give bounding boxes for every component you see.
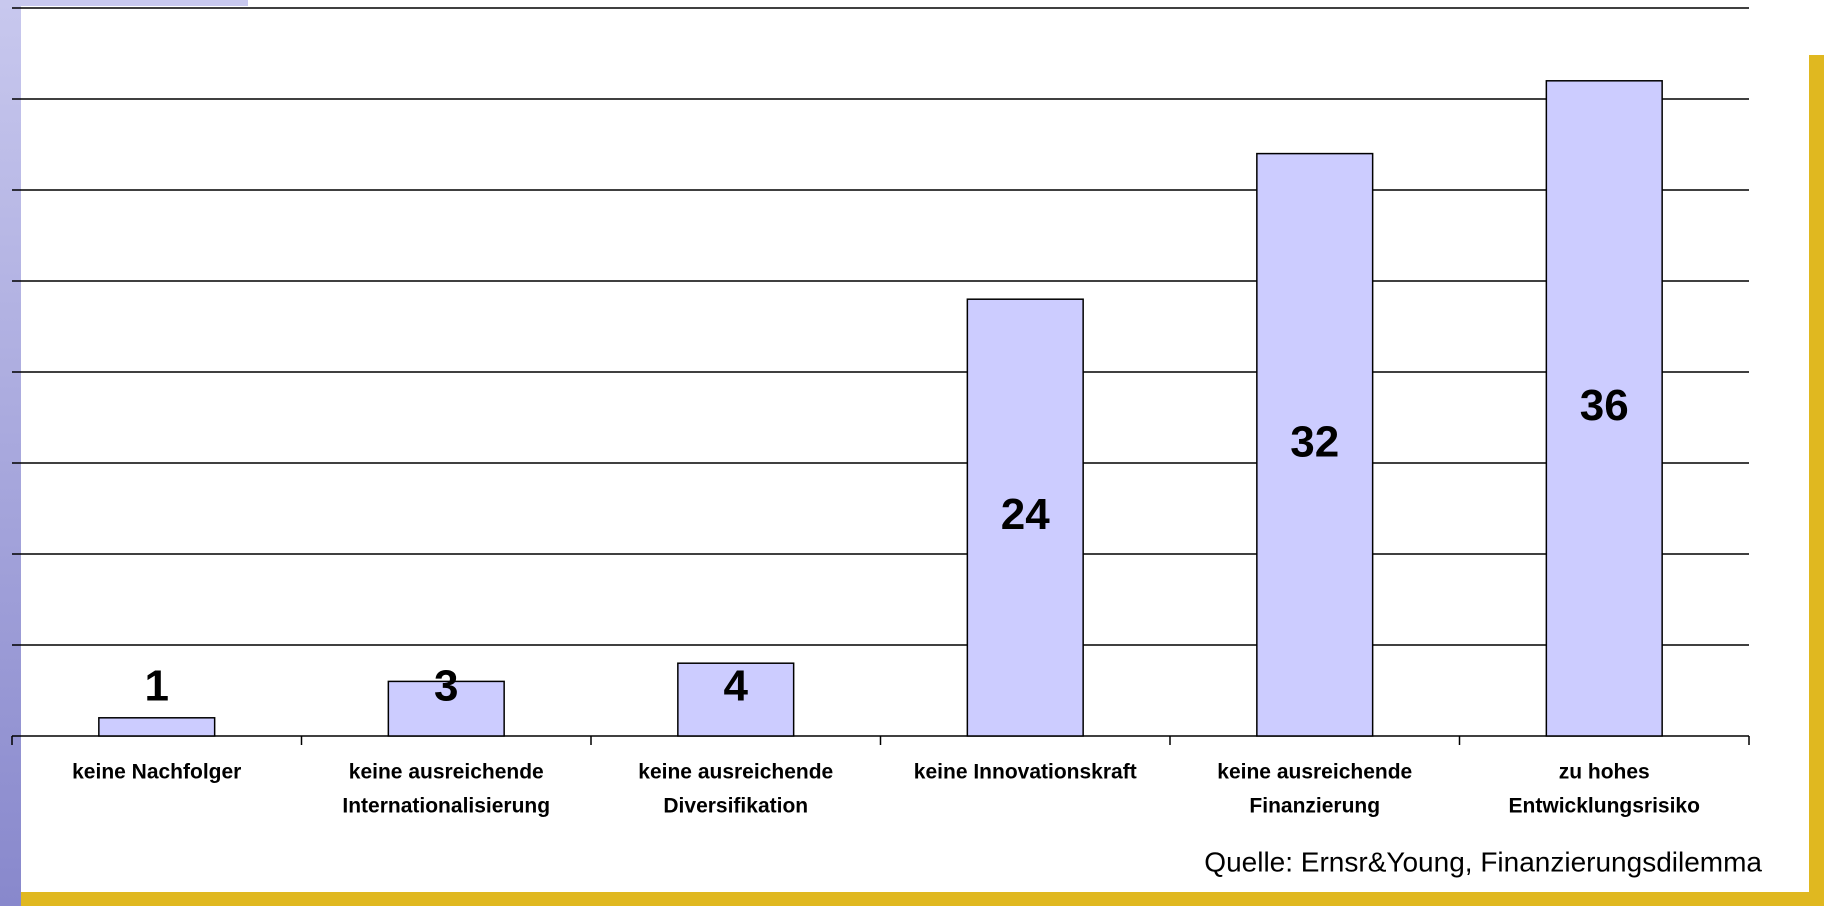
x-tick-label: keine Nachfolger <box>72 761 241 784</box>
x-tick-label: zu hohes <box>1559 761 1650 784</box>
value-label: 24 <box>1001 490 1050 539</box>
source-note: Quelle: Ernsr&Young, Finanzierungsdilemm… <box>1204 846 1762 877</box>
bar <box>677 662 795 737</box>
value-label: 3 <box>434 662 458 711</box>
value-label: 1 <box>145 662 169 711</box>
x-tick-label: Internationalisierung <box>342 795 550 818</box>
x-tick-label: Finanzierung <box>1249 795 1380 818</box>
x-tick-label: keine ausreichende <box>349 761 544 784</box>
x-tick-label: Entwicklungsrisiko <box>1509 795 1700 818</box>
bar <box>1545 80 1663 737</box>
bottom-band <box>21 892 1824 906</box>
x-tick-label: Diversifikation <box>663 795 808 818</box>
x-tick-label: keine ausreichende <box>1217 761 1412 784</box>
value-label: 4 <box>724 662 749 711</box>
bar <box>966 298 1084 737</box>
bar <box>1256 152 1374 737</box>
x-tick-label: keine Innovationskraft <box>914 761 1137 784</box>
bar <box>387 680 505 737</box>
left-band <box>0 0 21 906</box>
right-band <box>1809 55 1824 906</box>
bar <box>98 717 216 737</box>
value-label: 36 <box>1580 381 1629 430</box>
value-label: 32 <box>1290 417 1339 466</box>
top-band <box>0 0 248 6</box>
x-tick-label: keine ausreichende <box>638 761 833 784</box>
